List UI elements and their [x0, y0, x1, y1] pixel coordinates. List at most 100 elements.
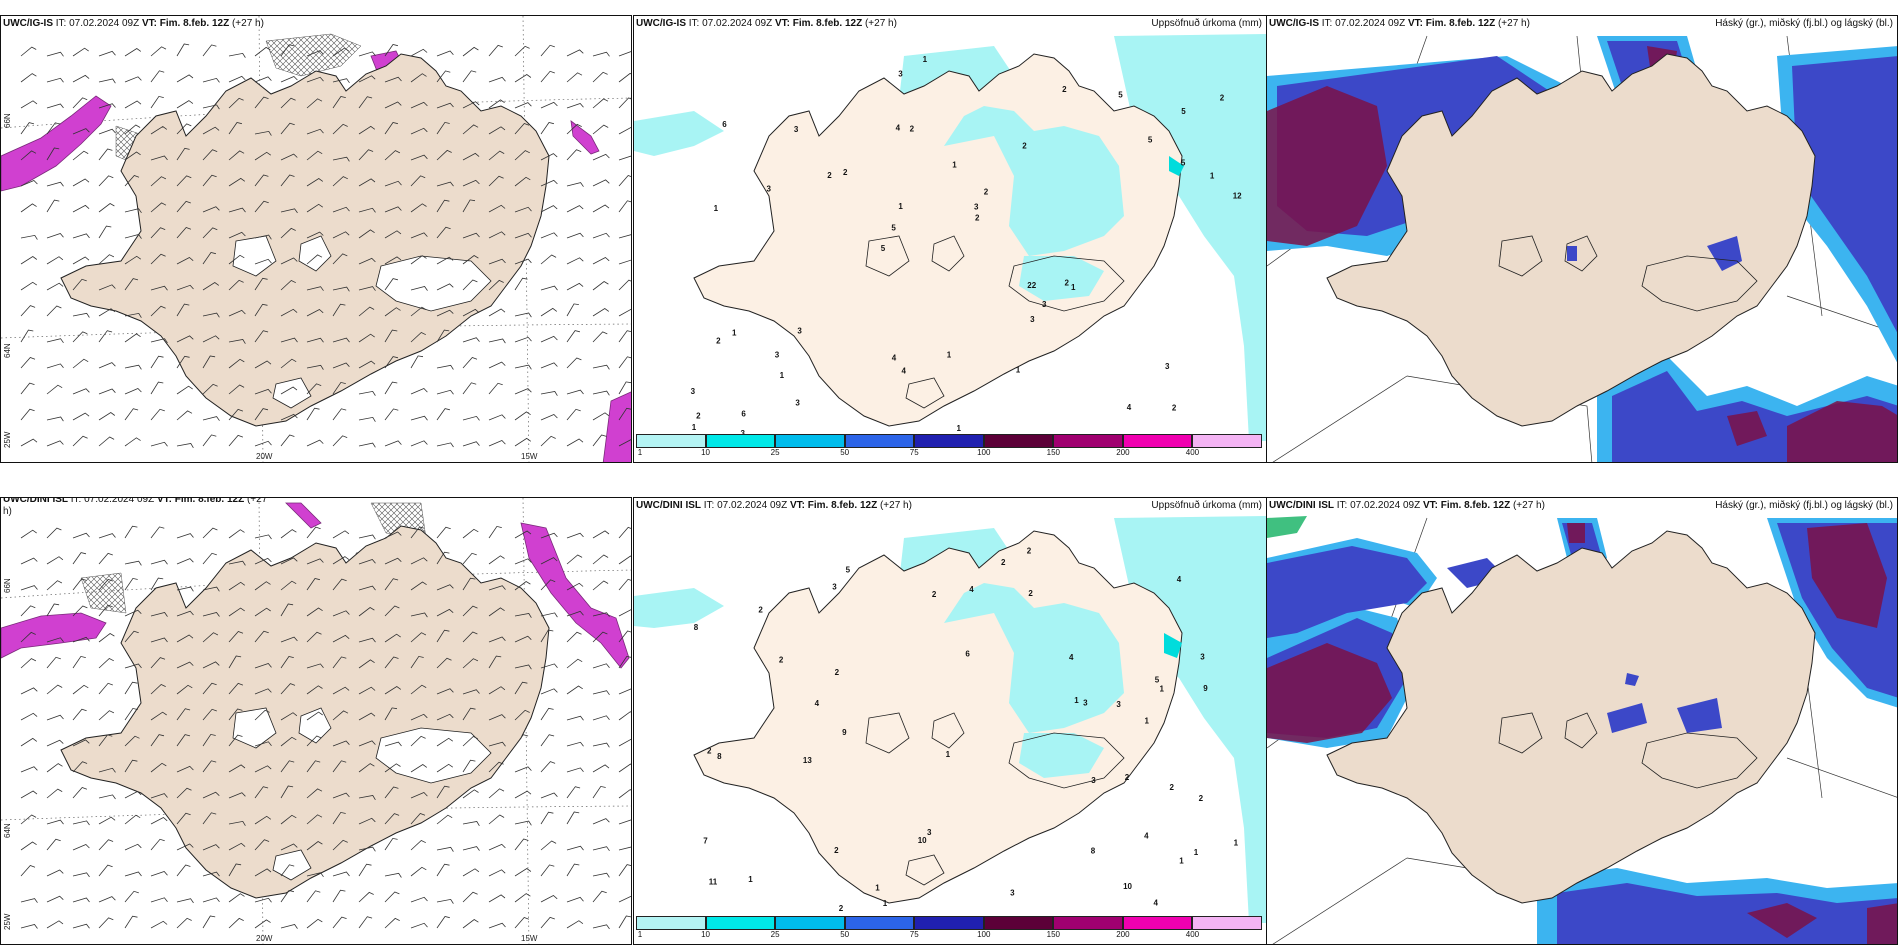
wind-barb	[540, 792, 558, 799]
precip-map: 2155264112312216312225541323432123331324…	[634, 34, 1266, 441]
precip-value: 9	[1203, 684, 1208, 693]
colorbar-label: 100	[977, 448, 991, 457]
precip-value: 3	[797, 326, 802, 335]
wind-barb	[20, 203, 37, 213]
wind-barb	[176, 586, 194, 592]
wind-barb	[618, 819, 631, 825]
wind-barb	[436, 50, 454, 57]
wind-barb	[410, 440, 428, 447]
wind-barb	[410, 896, 428, 903]
wind-barb	[306, 872, 324, 878]
wind-barb	[384, 278, 398, 291]
wind-barb	[618, 200, 631, 213]
wind-barb	[72, 739, 90, 747]
wind-barb	[280, 656, 294, 669]
wind-barb	[540, 205, 558, 213]
wind-barb	[228, 842, 246, 851]
wind-barb	[254, 258, 272, 265]
wind-barb	[566, 389, 584, 395]
wind-barb	[436, 199, 450, 213]
wind-barb	[488, 175, 504, 187]
glaciers	[232, 707, 492, 881]
cloud-map	[1267, 35, 1897, 462]
wind-barb	[566, 767, 584, 773]
wind-barb	[228, 820, 246, 826]
precip-colorbar: 1 10 25 50 75 100 150 200 400	[636, 916, 1264, 939]
precip-value: 2	[1172, 404, 1177, 413]
panel-header: UWC/DINI ISL IT: 07.02.2024 09Z VT: Fim.…	[3, 497, 268, 505]
precip-value: 2	[1028, 589, 1033, 598]
wind-barb	[436, 713, 454, 721]
wind-barb	[176, 43, 190, 57]
wind-barb	[488, 788, 505, 799]
wind-barb	[514, 74, 532, 83]
wind-barb	[20, 712, 38, 721]
wind-barb	[306, 231, 324, 239]
wind-barb	[462, 415, 480, 421]
wind-barb	[202, 791, 220, 799]
colorbar-label: 10	[701, 448, 710, 457]
strong-wind-band	[1, 502, 630, 669]
wind-barb	[618, 308, 631, 317]
wind-barb	[514, 635, 532, 643]
wind-barb	[306, 150, 323, 161]
wind-barb	[46, 684, 63, 695]
wind-barb	[436, 814, 453, 825]
wind-barb	[410, 154, 428, 161]
wind-barb	[176, 684, 193, 695]
wind-barb	[488, 44, 503, 57]
panel-cloud-dini: UWC/DINI ISL IT: 07.02.2024 09Z VT: Fim.…	[1266, 497, 1898, 945]
wind-barb	[98, 330, 113, 343]
panel-wind-igis: UWC/IG-IS IT: 07.02.2024 09Z VT: Fim. 8.…	[0, 15, 632, 463]
wind-barb	[436, 149, 452, 161]
wind-barb	[384, 180, 402, 187]
precip-value: 5	[1181, 107, 1186, 116]
precip-value: 1	[1071, 283, 1076, 292]
wind-barb	[98, 436, 115, 447]
panel-header: UWC/DINI ISL IT: 07.02.2024 09Z VT: Fim.…	[636, 500, 912, 511]
wind-barb	[592, 530, 610, 539]
wind-barb	[540, 629, 554, 643]
wind-barb	[254, 200, 269, 213]
wind-barb	[592, 364, 610, 370]
wind-barb	[410, 792, 428, 799]
wind-barb	[618, 356, 631, 369]
wind-barb	[488, 126, 506, 135]
wind-barb	[280, 386, 298, 395]
wind-barb	[410, 655, 424, 669]
wind-barb	[98, 103, 116, 109]
wind-barb	[280, 712, 298, 721]
wind-barb	[410, 557, 428, 565]
wind-barb	[176, 661, 194, 669]
wind-barb	[176, 812, 191, 825]
precip-value: 1	[1210, 172, 1215, 181]
wind-barb	[592, 818, 610, 825]
wind-barb	[488, 585, 506, 591]
wind-barb	[540, 532, 558, 539]
wind-barb	[436, 846, 454, 852]
precip-value: 1	[780, 371, 785, 380]
wind-barb	[150, 762, 167, 773]
precip-value: 4	[969, 585, 974, 594]
wind-barb	[150, 559, 168, 565]
wind-barb	[540, 811, 554, 825]
wind-barb	[384, 381, 398, 395]
wind-barb	[280, 153, 298, 161]
wind-barb	[280, 257, 298, 265]
wind-barb	[332, 530, 350, 539]
wind-barb	[254, 815, 272, 825]
wind-barb	[462, 759, 476, 773]
precip-value: 4	[1127, 403, 1132, 412]
wind-barb	[98, 308, 116, 317]
wind-barb	[46, 580, 63, 591]
wind-barb	[410, 866, 427, 877]
precip-map: 4316115524298117213312831110224113821210…	[634, 516, 1266, 923]
wind-barb	[46, 527, 62, 539]
wind-barb	[72, 358, 89, 369]
wind-barb	[150, 155, 168, 161]
wind-barb	[488, 922, 506, 929]
wind-barb	[410, 232, 428, 239]
wind-barb	[20, 382, 35, 395]
wind-barb	[332, 839, 348, 851]
wind-barb	[592, 785, 606, 799]
